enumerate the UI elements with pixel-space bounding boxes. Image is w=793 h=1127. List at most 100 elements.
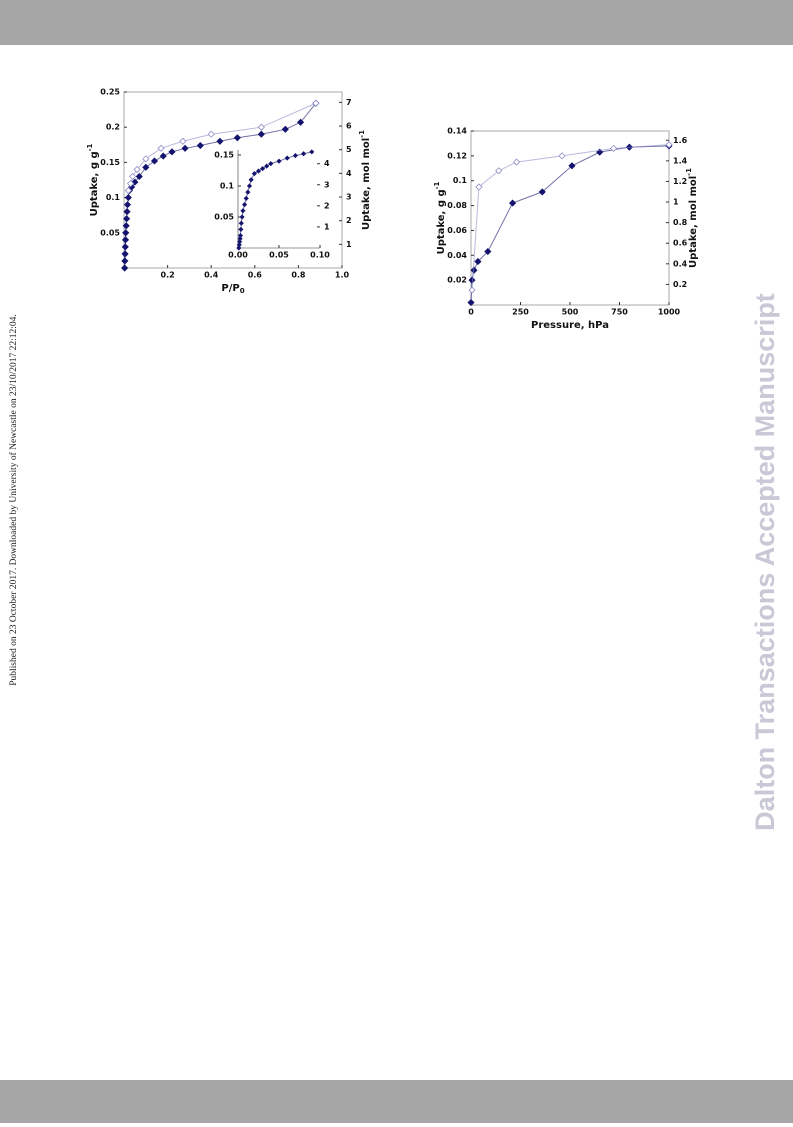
- axis-label-text: Uptake, mol mol: [688, 176, 699, 268]
- y2-tick-label: 7: [346, 98, 352, 107]
- data-point: [237, 239, 243, 245]
- data-point: [468, 286, 476, 294]
- data-point: [665, 141, 673, 149]
- axis-label-script: -1: [433, 181, 441, 189]
- data-point: [123, 208, 131, 216]
- header-bar: [0, 0, 793, 45]
- data-point: [609, 144, 618, 152]
- x-tick-label: 0.6: [248, 271, 263, 280]
- data-point: [509, 199, 517, 207]
- data-point: [251, 171, 257, 177]
- data-point: [281, 125, 289, 133]
- data-point: [150, 157, 159, 165]
- data-point: [470, 266, 478, 274]
- y2-tick-label: 1.4: [673, 156, 688, 165]
- data-point: [181, 144, 189, 152]
- data-point: [122, 222, 130, 230]
- data-point: [121, 257, 129, 265]
- data-point: [135, 172, 143, 181]
- data-point: [301, 151, 307, 157]
- data-point: [238, 220, 244, 226]
- data-point: [121, 264, 129, 272]
- data-point: [284, 155, 290, 161]
- y2-tick-label: 1.6: [673, 136, 688, 145]
- x-tick-label: 500: [562, 308, 579, 317]
- data-point: [276, 158, 282, 164]
- y2-tick-label: 4: [346, 169, 352, 178]
- data-point: [264, 163, 270, 169]
- y2-tick-label: 0.8: [673, 218, 688, 227]
- y-tick-label: 0.2: [106, 123, 120, 132]
- x-tick-label: 0.2: [161, 271, 175, 280]
- axis-label: Uptake, g g-1: [86, 143, 100, 216]
- y-tick-label: 0.1: [106, 193, 121, 202]
- data-point: [495, 167, 503, 175]
- axis-label: Pressure, hPa: [531, 320, 609, 331]
- data-point: [124, 186, 132, 195]
- data-point: [246, 183, 253, 189]
- data-point: [179, 137, 187, 145]
- data-point: [241, 202, 248, 208]
- data-point: [126, 179, 135, 188]
- data-point: [129, 172, 137, 181]
- data-point: [255, 168, 262, 174]
- axis-label-script: 0: [240, 287, 245, 295]
- data-point: [297, 118, 305, 126]
- data-point: [207, 130, 215, 138]
- data-point: [239, 214, 245, 220]
- data-point: [468, 276, 476, 284]
- data-point: [257, 130, 265, 138]
- x-tick-label: 750: [611, 308, 628, 317]
- y-tick-label: 0.14: [447, 127, 467, 136]
- data-point: [121, 236, 130, 244]
- y-tick-label: 0.15: [100, 158, 120, 167]
- x-tick-label: 0.4: [204, 271, 219, 280]
- y2-tick-label: 2: [324, 201, 330, 210]
- data-point: [243, 195, 249, 201]
- y-tick-label: 0.25: [100, 88, 120, 97]
- data-point: [237, 233, 244, 239]
- data-point: [240, 208, 246, 214]
- side-note: Published on 23 October 2017. Downloaded…: [8, 314, 19, 686]
- data-point: [121, 250, 129, 258]
- data-point: [124, 194, 132, 202]
- data-point: [512, 158, 521, 166]
- series-line: [238, 151, 312, 249]
- axis-label-script: -1: [685, 168, 693, 176]
- data-point: [538, 188, 546, 196]
- y-tick-label: 0.08: [447, 201, 467, 210]
- y-tick-label: 0.05: [100, 228, 120, 237]
- data-point: [237, 236, 243, 242]
- x-tick-label: 0.00: [228, 251, 248, 260]
- axis-label-text: Uptake, mol mol: [361, 138, 372, 230]
- y-tick-label: 0.1: [220, 181, 235, 190]
- y2-tick-label: 0.2: [673, 280, 687, 289]
- footer-bar: [0, 1080, 793, 1123]
- y-tick-label: 0.04: [447, 251, 467, 260]
- y2-tick-label: 1: [346, 240, 352, 249]
- data-point: [558, 152, 566, 160]
- data-point: [260, 166, 266, 172]
- data-point: [142, 155, 150, 163]
- y2-tick-label: 4: [324, 159, 330, 168]
- x-tick-label: 1.0: [335, 271, 350, 280]
- data-point: [238, 226, 244, 232]
- y2-tick-label: 5: [346, 145, 352, 154]
- axis-label: P/P0: [221, 283, 244, 295]
- data-point: [142, 163, 150, 171]
- data-point: [133, 165, 141, 174]
- data-point: [292, 153, 298, 159]
- axis-label-text: P/P: [221, 283, 239, 294]
- data-point: [248, 177, 254, 183]
- y-tick-label: 0.06: [447, 226, 467, 235]
- axis-label-script: -1: [86, 143, 94, 151]
- data-point: [236, 242, 242, 248]
- data-point: [257, 123, 265, 131]
- data-point: [236, 245, 242, 251]
- data-point: [233, 134, 241, 142]
- y2-tick-label: 1: [673, 198, 679, 207]
- data-point: [268, 161, 274, 167]
- y-tick-label: 0.05: [214, 212, 234, 221]
- x-tick-label: 250: [512, 308, 529, 317]
